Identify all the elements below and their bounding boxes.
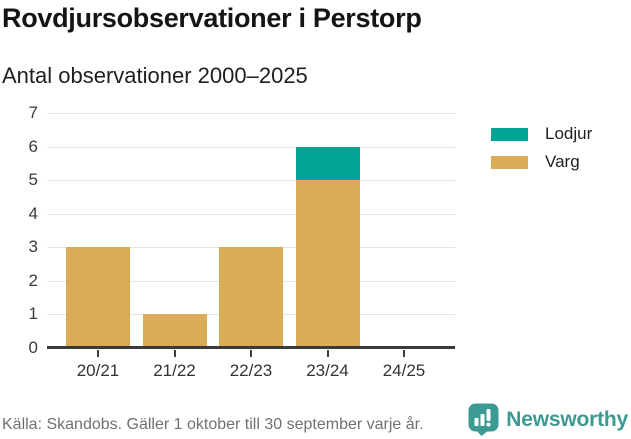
x-axis-tick (97, 350, 99, 357)
source-note: Källa: Skandobs. Gäller 1 oktober till 3… (2, 416, 424, 433)
y-tick-label: 3 (28, 237, 38, 257)
y-tick-label: 4 (28, 203, 38, 223)
bar-segment-varg-21-22 (142, 314, 207, 348)
y-tick-label: 2 (28, 270, 38, 290)
legend-item-varg: Varg (491, 153, 592, 171)
plot-area (47, 113, 455, 357)
newsworthy-brand-link[interactable]: Newsworthy (468, 403, 628, 436)
gridline (47, 180, 455, 182)
y-tick-label: 7 (28, 103, 38, 122)
y-tick-label: 1 (28, 304, 38, 324)
y-tick-label: 6 (28, 136, 38, 156)
x-tick-label: 22/23 (229, 361, 273, 380)
x-tick-label: 20/21 (76, 361, 120, 380)
gridline (47, 113, 455, 114)
x-axis-tick (326, 350, 329, 357)
x-axis-tick (250, 350, 252, 357)
legend-swatch-icon (491, 155, 528, 169)
newsworthy-wordmark: Newsworthy (506, 407, 628, 431)
x-axis-line (47, 346, 455, 349)
x-axis-tick (403, 350, 405, 357)
newsworthy-logo-icon (468, 403, 499, 436)
gridline (47, 146, 455, 148)
x-axis-tick (173, 350, 176, 357)
chart-subtitle: Antal observationer 2000–2025 (2, 63, 308, 88)
bar-segment-varg-20-21 (66, 247, 130, 348)
gridline (47, 213, 455, 215)
legend-swatch-icon (491, 127, 528, 141)
legend-label: Varg (545, 152, 580, 171)
y-tick-label: 5 (28, 170, 38, 190)
legend-label: Lodjur (545, 124, 593, 143)
bar-segment-varg-23-24 (295, 180, 360, 348)
y-tick-label: 0 (28, 338, 38, 357)
legend-item-lodjur: Lodjur (491, 125, 592, 143)
chart-title: Rovdjursobservationer i Perstorp (2, 3, 422, 33)
x-tick-label: 23/24 (306, 361, 349, 380)
x-tick-label: 21/22 (153, 361, 196, 380)
bar-segment-varg-22-23 (219, 247, 283, 348)
x-tick-label: 24/25 (382, 361, 426, 380)
chart-legend: Lodjur Varg (491, 125, 592, 181)
bar-segment-lodjur-23-24 (295, 146, 360, 181)
